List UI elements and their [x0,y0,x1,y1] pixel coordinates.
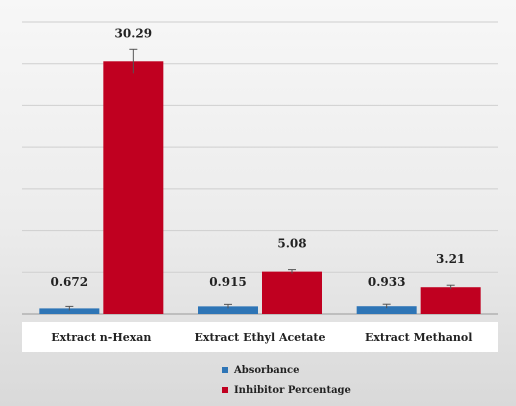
data-label: 30.29 [115,26,153,40]
bar-inhibitor-0 [103,61,164,314]
category-labels: Extract n-Hexan Extract Ethyl Acetate Extr… [51,331,472,344]
category-label-band [22,322,498,352]
gridlines [22,21,498,315]
bar-absorbance-2 [356,306,417,314]
bar-inhibitor-1 [262,271,322,314]
category-label: Extract Ethyl Acetate [195,331,326,344]
bars [39,48,481,314]
bar-inhibitor-2 [420,287,481,314]
category-label: Extract n-Hexan [51,331,151,344]
legend-swatch-absorbance [222,367,228,373]
legend: Absorbance Inhibitor Percentage [222,360,351,400]
bar-absorbance-1 [198,306,258,314]
data-label: 3.21 [436,252,465,266]
category-label: Extract Methanol [365,331,472,344]
legend-item-absorbance: Absorbance [222,360,351,380]
data-labels: 0.672 30.29 0.915 5.08 0.933 3.21 [51,26,466,289]
data-label: 0.915 [209,275,247,289]
data-label: 0.933 [368,275,406,289]
data-label: 5.08 [277,237,306,251]
data-label: 0.672 [51,275,89,289]
bar-absorbance-0 [39,308,100,314]
legend-swatch-inhibitor [222,387,228,393]
legend-label-absorbance: Absorbance [234,364,300,376]
legend-label-inhibitor: Inhibitor Percentage [234,384,351,396]
legend-item-inhibitor: Inhibitor Percentage [222,380,351,400]
